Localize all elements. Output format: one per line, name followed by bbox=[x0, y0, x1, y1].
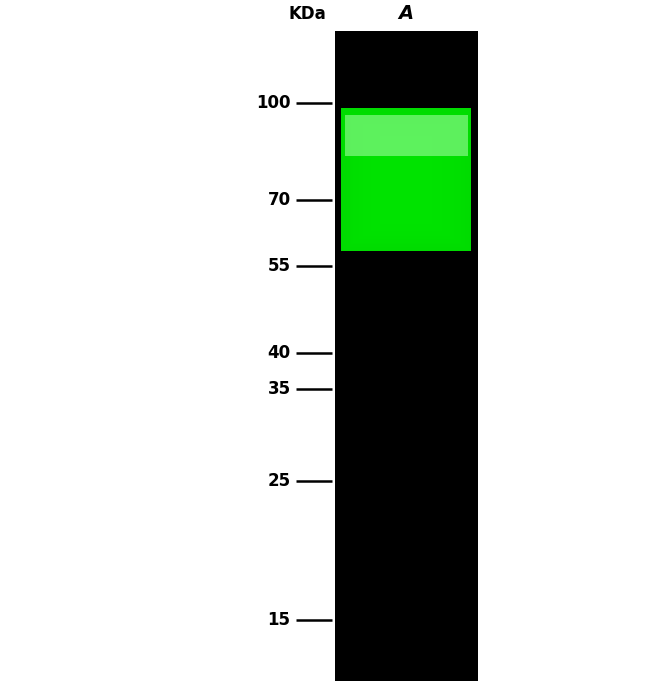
Bar bbox=[374, 132, 438, 228]
Bar bbox=[343, 110, 469, 250]
Bar bbox=[376, 133, 436, 227]
Bar bbox=[372, 131, 440, 229]
Text: 15: 15 bbox=[268, 611, 291, 629]
Bar bbox=[380, 136, 432, 224]
Text: 70: 70 bbox=[267, 191, 291, 209]
Bar bbox=[382, 138, 430, 222]
Bar bbox=[386, 140, 426, 220]
Bar bbox=[392, 145, 421, 215]
Bar bbox=[353, 117, 460, 243]
Bar bbox=[347, 113, 465, 247]
Bar bbox=[369, 128, 444, 232]
Bar bbox=[390, 143, 422, 217]
Bar bbox=[384, 139, 428, 221]
Bar bbox=[344, 115, 468, 156]
Bar bbox=[370, 129, 442, 231]
Bar bbox=[394, 146, 419, 214]
Bar bbox=[378, 135, 434, 225]
Text: 35: 35 bbox=[267, 380, 291, 398]
Bar bbox=[349, 114, 463, 246]
Text: 25: 25 bbox=[267, 472, 291, 490]
Bar bbox=[396, 147, 417, 213]
Bar bbox=[355, 118, 458, 242]
Text: 40: 40 bbox=[267, 344, 291, 361]
Bar bbox=[359, 121, 454, 239]
Bar bbox=[367, 126, 446, 234]
Bar bbox=[357, 120, 456, 240]
Bar bbox=[365, 125, 448, 235]
Bar bbox=[398, 149, 415, 211]
Bar bbox=[345, 111, 467, 249]
Bar bbox=[363, 124, 450, 236]
Bar bbox=[351, 115, 461, 245]
Text: A: A bbox=[398, 4, 414, 23]
Text: KDa: KDa bbox=[288, 5, 326, 23]
Bar bbox=[341, 108, 471, 252]
Text: 55: 55 bbox=[268, 257, 291, 275]
Bar bbox=[388, 142, 424, 218]
Text: 100: 100 bbox=[256, 94, 291, 112]
Bar bbox=[361, 122, 452, 238]
Bar bbox=[335, 31, 478, 681]
Bar bbox=[341, 108, 471, 252]
